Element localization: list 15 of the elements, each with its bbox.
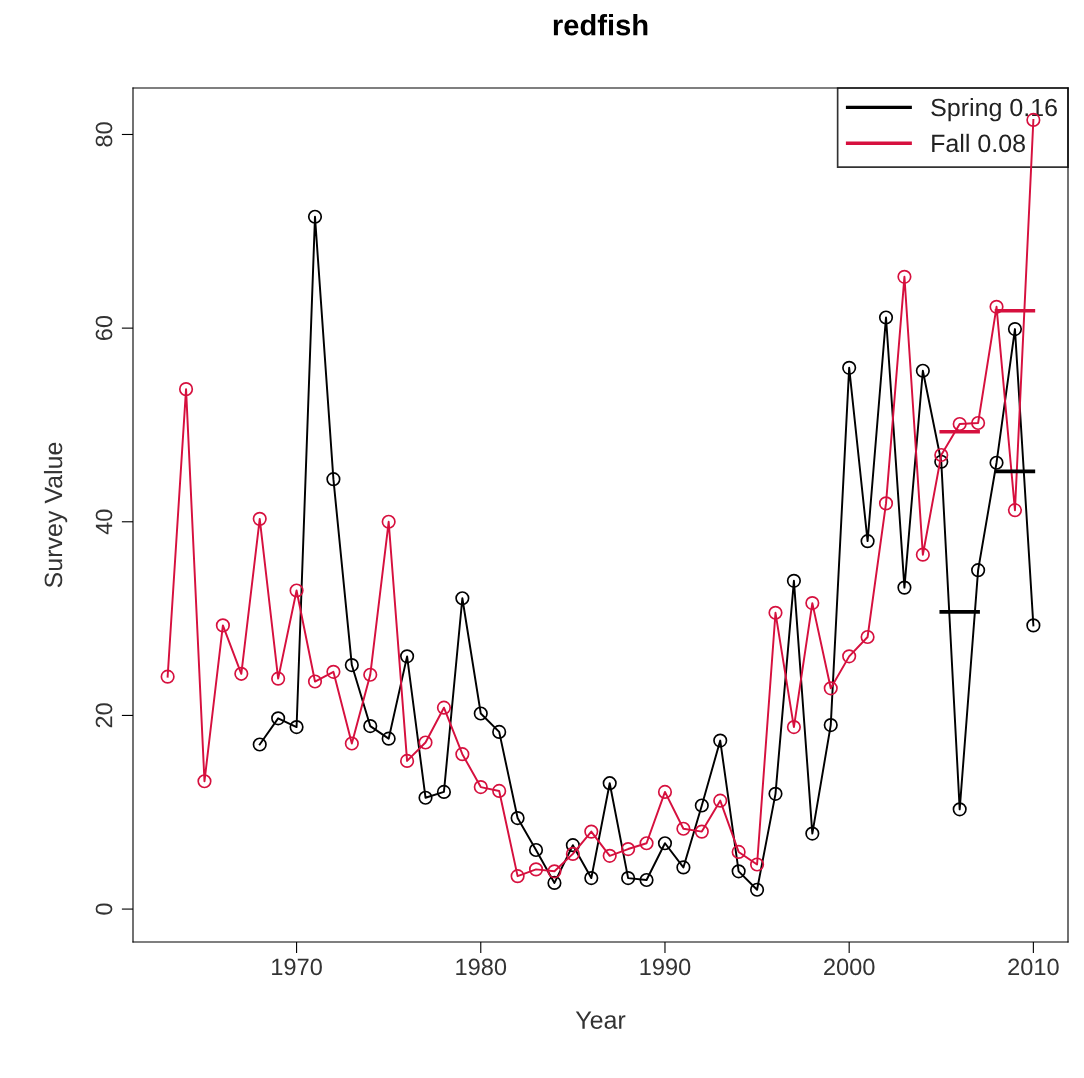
chart-title: redfish [553,14,648,36]
x-tick-label: 1980 [456,958,507,976]
y-tick-label: 0 [95,903,113,915]
x-axis-title: Year [575,1011,626,1029]
legend-label: Fall 0.08 [932,133,1025,153]
y-tick-label: 60 [95,315,113,341]
x-tick-label: 1970 [272,958,322,976]
x-tick-label: 1990 [640,958,691,976]
x-tick-label: 2010 [1008,958,1059,976]
y-tick-label: 80 [95,122,113,147]
legend-label: Spring 0.16 [931,98,1057,122]
y-axis-title: Survey Value [43,442,68,588]
x-tick-label: 2000 [824,958,875,976]
y-tick-label: 20 [95,703,113,728]
y-tick-label: 40 [95,509,113,535]
